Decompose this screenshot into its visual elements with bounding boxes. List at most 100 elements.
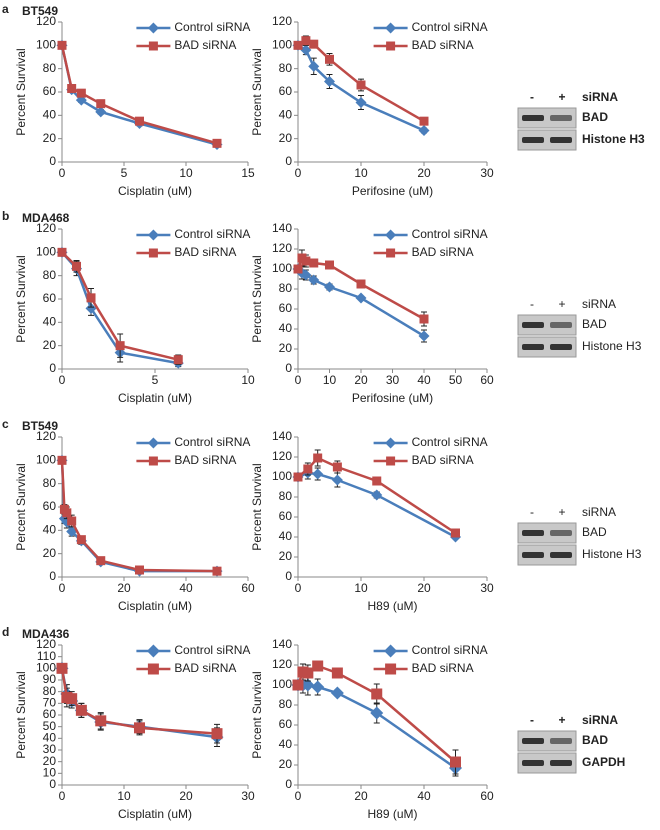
blot-band [550,552,572,558]
series-line [60,460,218,573]
data-point [332,462,342,472]
x-tick-label: 20 [117,581,131,595]
blot-band [550,137,572,143]
y-axis-label: Percent Survival [250,255,264,342]
blot-band [550,344,572,350]
panel-title: MDA468 [22,211,70,225]
legend-marker [148,456,158,466]
blot-band [522,322,544,328]
legend-marker [386,41,396,51]
y-tick-label: 0 [49,777,56,791]
band-label: BAD [582,317,607,331]
data-point [86,293,96,303]
x-axis-label: Perifosine (uM) [352,391,433,405]
x-tick-label: 10 [241,373,255,387]
panel-label: a [2,2,9,16]
blot-band [517,107,577,129]
y-tick-label: 20 [279,131,293,145]
y-tick-label: 100 [272,469,292,483]
y-tick-label: 120 [272,449,292,463]
data-point [62,508,72,518]
blot-band [517,522,577,544]
data-point [303,464,313,474]
x-axis-label: Cisplatin (uM) [118,184,192,198]
y-tick-label: 80 [279,61,293,75]
data-point [212,566,222,576]
x-tick-label: 0 [295,373,302,387]
y-tick-label: 0 [285,777,292,791]
x-tick-label: 30 [241,789,255,803]
lane-label: - [530,297,534,311]
lane-label: - [530,713,534,727]
lane-label: + [558,297,565,311]
y-tick-label: 120 [36,637,56,651]
lane-label: - [530,90,534,104]
y-tick-label: 40 [43,108,57,122]
y-tick-label: 10 [43,766,57,780]
y-tick-label: 100 [36,661,56,675]
y-tick-label: 40 [279,108,293,122]
legend-label: BAD siRNA [174,245,236,259]
x-tick-label: 10 [179,166,193,180]
x-tick-label: 60 [480,373,494,387]
x-tick-label: 0 [59,581,66,595]
y-tick-label: 0 [49,569,56,583]
lane-label: + [558,505,565,519]
y-tick-label: 80 [43,476,57,490]
y-tick-label: 100 [272,38,292,52]
legend-label: Control siRNA [174,227,250,241]
y-tick-label: 90 [43,672,57,686]
blot-band [522,137,544,143]
x-tick-label: 20 [354,373,368,387]
blot-band [550,530,572,536]
y-tick-label: 60 [43,84,57,98]
legend-marker [384,644,398,658]
legend-marker [385,229,397,241]
x-tick-label: 60 [480,789,494,803]
data-point [135,116,144,126]
panel-label: b [2,209,9,223]
y-tick-label: 50 [43,719,57,733]
blot-band [550,115,572,121]
y-tick-label: 60 [279,509,293,523]
data-point [325,260,334,270]
data-point [355,292,367,304]
y-tick-label: 20 [279,549,293,563]
y-tick-label: 100 [36,453,56,467]
data-point [331,667,343,679]
blot-band [522,760,544,766]
x-tick-label: 40 [417,373,431,387]
x-tick-label: 20 [179,789,193,803]
data-point [302,667,314,679]
x-tick-label: 0 [59,166,66,180]
y-axis-label: Percent Survival [14,255,28,342]
y-tick-label: 40 [279,529,293,543]
legend-label: Control siRNA [412,227,488,241]
y-tick-label: 80 [279,281,293,295]
data-point [300,269,312,281]
blot-band [522,552,544,558]
x-tick-label: 50 [449,373,463,387]
data-point [301,256,311,266]
x-axis-label: H89 (uM) [367,807,417,821]
data-point [66,693,78,705]
x-tick-label: 0 [59,789,66,803]
data-point [355,97,367,108]
data-point [312,468,324,480]
data-point [211,728,223,740]
legend-label: Control siRNA [412,435,488,449]
data-point [76,88,86,98]
y-tick-label: 110 [37,649,56,663]
x-axis-label: Cisplatin (uM) [118,807,192,821]
data-point [95,715,107,727]
y-axis-label: Percent Survival [250,48,264,135]
y-tick-label: 20 [43,338,57,352]
legend-label: BAD siRNA [174,38,236,52]
legend-label: BAD siRNA [412,245,474,259]
y-tick-label: 40 [279,321,293,335]
legend-label: Control siRNA [412,643,488,657]
data-point [67,84,77,93]
blot-band [517,314,577,336]
band-label: Histone H3 [582,339,642,353]
